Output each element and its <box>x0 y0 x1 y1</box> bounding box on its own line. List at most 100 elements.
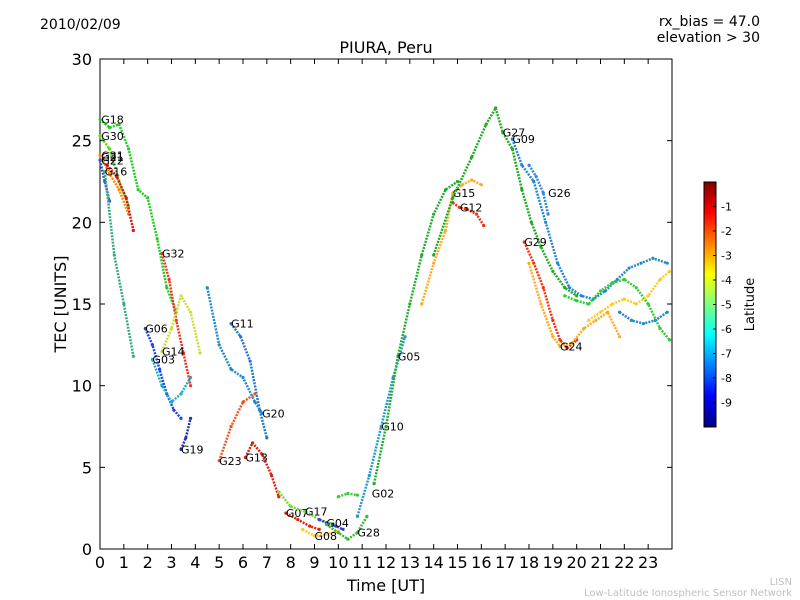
data-point <box>107 147 112 151</box>
data-point <box>634 286 638 290</box>
data-point <box>289 504 293 509</box>
data-point <box>355 514 359 518</box>
data-point <box>229 322 233 326</box>
data-point <box>98 117 102 122</box>
data-point <box>432 261 436 265</box>
data-point <box>241 375 245 380</box>
data-point <box>532 261 536 265</box>
data-point <box>317 518 321 522</box>
data-point <box>396 354 400 358</box>
data-point <box>146 196 150 200</box>
data-point <box>98 153 102 157</box>
x-tick-label: 19 <box>543 553 563 572</box>
data-point <box>188 384 193 388</box>
x-axis-label: Time [UT] <box>346 576 425 595</box>
data-point <box>529 220 533 224</box>
satellite-label: G05 <box>398 350 421 363</box>
data-point <box>124 196 128 200</box>
satellite-label: G26 <box>548 187 571 200</box>
colorbar-tick-label: -4 <box>721 274 732 287</box>
x-tick-label: 23 <box>638 553 658 572</box>
data-point <box>665 310 669 314</box>
data-point <box>510 147 514 151</box>
data-point <box>243 455 247 460</box>
data-point <box>277 490 281 494</box>
satellite-label: G29 <box>524 236 547 249</box>
data-point <box>567 286 572 290</box>
data-point <box>470 178 474 182</box>
series-track <box>527 164 550 215</box>
data-point <box>501 130 505 135</box>
data-point <box>174 318 178 322</box>
satellite-label: G08 <box>315 530 338 543</box>
data-point <box>165 286 169 290</box>
satellite-label: G04 <box>326 517 349 530</box>
colorbar-tick-label: -6 <box>721 323 732 336</box>
data-point <box>603 289 607 293</box>
data-point <box>205 286 209 290</box>
data-point <box>296 518 300 522</box>
footer-network: Low-Latitude Ionospheric Sensor Network <box>584 588 792 599</box>
series-track <box>98 154 130 215</box>
data-point <box>546 212 550 216</box>
data-point <box>131 354 135 358</box>
data-point <box>668 338 672 342</box>
data-point <box>103 170 107 174</box>
data-point <box>646 294 650 298</box>
x-tick-label: 11 <box>352 553 372 572</box>
data-point <box>420 302 424 306</box>
data-point <box>639 261 643 265</box>
data-point <box>563 286 567 290</box>
data-point <box>160 349 164 353</box>
colorbar-tick-label: -9 <box>721 397 732 410</box>
data-point <box>646 302 650 306</box>
satellite-label: G28 <box>357 527 380 540</box>
series-track <box>318 518 344 531</box>
data-point <box>131 228 135 233</box>
data-point <box>443 228 448 233</box>
data-point <box>556 261 560 265</box>
data-point <box>105 163 109 167</box>
data-point <box>277 495 281 499</box>
data-point <box>579 294 584 298</box>
y-tick-label: 15 <box>72 295 92 314</box>
satellite-label: G31 <box>101 149 124 162</box>
colorbar-tick-label: -1 <box>721 201 732 214</box>
data-point <box>270 473 274 478</box>
x-tick-label: 22 <box>614 553 634 572</box>
data-point <box>98 158 102 162</box>
data-point <box>317 527 321 532</box>
data-point <box>253 400 257 404</box>
data-point <box>250 441 255 445</box>
data-point <box>527 261 531 265</box>
series-track <box>587 270 671 322</box>
footer-lisn: LISN <box>769 577 792 588</box>
data-point <box>98 134 102 138</box>
data-point <box>117 188 121 192</box>
data-point <box>355 493 359 497</box>
data-point <box>217 459 221 463</box>
data-point <box>179 416 183 420</box>
data-point <box>598 310 603 314</box>
data-point <box>482 224 486 228</box>
data-point <box>115 175 119 179</box>
data-point <box>627 266 631 270</box>
data-point <box>455 179 460 184</box>
data-point <box>541 286 545 290</box>
x-tick-label: 18 <box>519 553 539 572</box>
y-axis-label: TEC [UNITS] <box>51 256 70 354</box>
data-point <box>610 302 615 306</box>
x-tick-label: 7 <box>262 553 272 572</box>
data-point <box>658 326 662 331</box>
data-point <box>300 527 305 532</box>
satellite-label: G11 <box>231 318 254 331</box>
series-track <box>206 287 264 415</box>
data-point <box>534 175 538 179</box>
x-tick-label: 21 <box>590 553 610 572</box>
satellite-label: G09 <box>512 133 535 146</box>
data-point <box>157 367 162 371</box>
data-point <box>653 318 657 322</box>
data-point <box>346 537 350 541</box>
data-point <box>474 212 479 216</box>
satellite-label: G16 <box>105 166 128 179</box>
